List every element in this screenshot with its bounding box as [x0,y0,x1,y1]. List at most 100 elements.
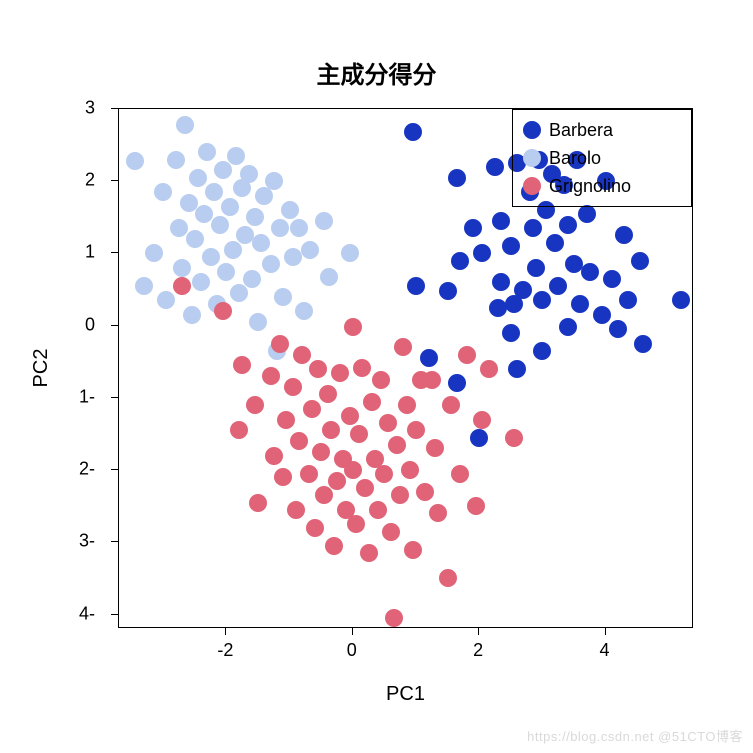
scatter-point [341,407,359,425]
legend-item: Grignolino [523,172,681,200]
scatter-point [353,359,371,377]
scatter-point [401,461,419,479]
scatter-point [470,429,488,447]
scatter-point [217,263,235,281]
scatter-point [533,342,551,360]
scatter-point [252,234,270,252]
scatter-point [385,609,403,627]
x-tick-label: -2 [217,640,233,661]
scatter-point [315,212,333,230]
scatter-point [214,161,232,179]
scatter-point [350,425,368,443]
scatter-point [379,414,397,432]
y-tick-mark [111,108,118,109]
scatter-point [615,226,633,244]
scatter-point [631,252,649,270]
scatter-point [473,244,491,262]
scatter-point [331,364,349,382]
scatter-point [492,212,510,230]
scatter-point [205,183,223,201]
scatter-point [293,346,311,364]
scatter-point [170,219,188,237]
legend-item: Barbera [523,116,681,144]
scatter-point [274,468,292,486]
x-tick-mark [478,628,479,635]
scatter-point [262,255,280,273]
scatter-point [300,465,318,483]
scatter-point [464,219,482,237]
scatter-point [492,273,510,291]
scatter-point [578,205,596,223]
scatter-point [391,486,409,504]
legend-dot-icon [523,149,541,167]
scatter-point [214,302,232,320]
scatter-point [249,494,267,512]
scatter-point [211,216,229,234]
scatter-point [347,515,365,533]
scatter-point [634,335,652,353]
scatter-point [328,472,346,490]
scatter-point [559,318,577,336]
x-tick-mark [605,628,606,635]
scatter-point [344,461,362,479]
scatter-point [287,501,305,519]
scatter-point [325,537,343,555]
scatter-point [309,360,327,378]
scatter-point [394,338,412,356]
scatter-point [439,282,457,300]
scatter-point [341,244,359,262]
legend-dot-icon [523,177,541,195]
scatter-point [284,378,302,396]
scatter-point [546,234,564,252]
scatter-point [180,194,198,212]
scatter-point [173,277,191,295]
scatter-point [295,302,313,320]
scatter-point [382,523,400,541]
scatter-point [290,219,308,237]
y-tick-mark [111,614,118,615]
y-tick-mark [111,469,118,470]
scatter-point [221,198,239,216]
scatter-point [183,306,201,324]
scatter-point [398,396,416,414]
scatter-point [186,230,204,248]
scatter-point [246,208,264,226]
scatter-point [672,291,690,309]
scatter-point [524,219,542,237]
scatter-point [467,497,485,515]
scatter-point [230,421,248,439]
scatter-point [249,313,267,331]
scatter-point [581,263,599,281]
scatter-point [265,172,283,190]
scatter-point [527,259,545,277]
scatter-point [448,169,466,187]
y-tick-mark [111,180,118,181]
scatter-point [404,123,422,141]
scatter-point [439,569,457,587]
scatter-point [320,268,338,286]
plot-area: BarberaBaroloGrignolino [118,108,693,628]
scatter-point [375,465,393,483]
scatter-point [388,436,406,454]
scatter-point [502,237,520,255]
scatter-point [284,248,302,266]
scatter-point [356,479,374,497]
scatter-point [173,259,191,277]
y-axis-label: PC2 [30,108,50,628]
scatter-point [609,320,627,338]
legend-label: Grignolino [549,176,631,197]
scatter-point [514,281,532,299]
scatter-point [274,288,292,306]
scatter-point [407,421,425,439]
scatter-point [533,291,551,309]
scatter-point [429,504,447,522]
scatter-point [145,244,163,262]
scatter-point [369,501,387,519]
scatter-point [198,143,216,161]
scatter-point [407,277,425,295]
scatter-point [363,393,381,411]
scatter-point [154,183,172,201]
scatter-point [473,411,491,429]
scatter-point [227,147,245,165]
scatter-point [420,349,438,367]
